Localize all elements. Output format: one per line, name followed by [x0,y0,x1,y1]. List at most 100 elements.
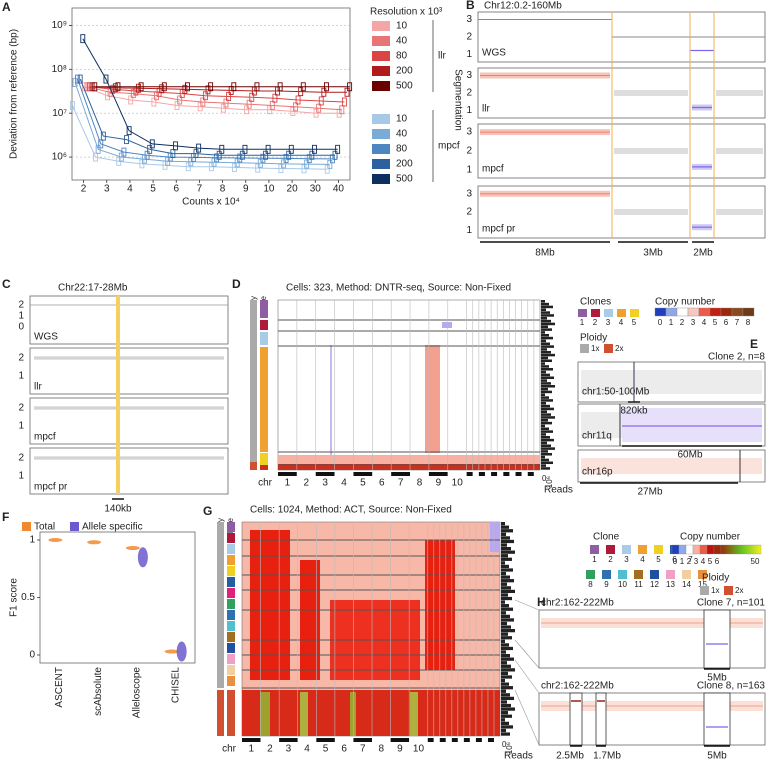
legend-swatch [698,570,707,579]
reads-bar [541,421,552,425]
legend-label: 3 [694,557,699,566]
box [103,74,109,84]
box [277,82,283,92]
box [309,150,315,160]
reads-bar [541,419,548,422]
box [226,92,232,101]
chr-band [491,472,498,476]
chr-band [533,472,540,476]
legend-swatch [606,545,615,554]
reads-tick: 10⁶ [545,476,554,488]
legend-label: 8 [746,318,751,327]
point [87,540,102,545]
chr-label: chr [258,478,273,489]
box [293,102,298,112]
chr-label: 9 [436,478,442,489]
chr-band [296,472,316,476]
y-tick-label: 2 [18,300,24,311]
reads-bar [541,300,545,303]
box [231,82,237,92]
box [306,154,312,164]
reads-bar [541,407,554,411]
legend-label: 1 [592,555,597,564]
y-tick-label: 0 [29,650,35,661]
chr-label: 5 [323,744,329,755]
legend-label: 40 [396,129,408,140]
amp [569,692,583,746]
reads-bar [501,593,508,597]
box [272,93,278,103]
reads-bar [541,348,547,351]
clone-bar [227,676,235,686]
legend-swatch [586,570,595,579]
reads-bar [541,322,555,326]
series-line [89,86,345,103]
legend-label: 8 [588,580,593,589]
series-line [79,78,335,156]
y-tick-label: 1 [18,311,24,322]
chr-label: 4 [341,478,347,489]
legend-label: 10 [618,580,627,589]
chr-label: 9 [397,744,403,755]
panel-letter: E [750,337,758,351]
box [347,82,353,92]
chr-band [521,472,528,476]
box [316,103,322,113]
box [283,153,289,163]
reads-bar [541,311,550,314]
x-tick-label: 30 [310,184,322,195]
box [278,164,284,173]
track-label: WGS [482,48,506,59]
reads-bar [501,646,513,651]
box [130,89,136,99]
track-label: WGS [34,332,58,343]
panel-letter: A [2,0,11,14]
reads-bar [541,382,551,385]
box [332,150,338,160]
chr-band [297,738,317,742]
legend-label: 4 [619,318,624,327]
legend-swatch [591,309,600,317]
clone-bar [227,555,235,565]
legend-label: 10 [396,114,408,125]
heatmap-block [300,692,308,736]
box [318,96,324,106]
reads-bar [541,356,548,360]
reads-bar [501,707,515,711]
heatmap-block [278,464,540,470]
reads-bar [541,393,545,397]
reads-bar [501,522,505,526]
reads [716,209,763,215]
scale-label: 2.5Mb [556,751,584,762]
y-tick-label: 1 [18,371,24,382]
legend-label: 5 [713,318,718,327]
legend-swatch [687,307,700,317]
clone-bar [260,453,268,465]
box [344,87,350,97]
reads-bar [541,410,547,414]
panel-letter: G [203,504,212,518]
legend-label: 4 [640,555,645,564]
legend-label: 12 [650,580,659,589]
y-tick-label: 3 [466,14,472,25]
y-tick-label: 10⁹ [52,20,67,31]
reads-bar [541,453,552,456]
reads-bar [541,368,553,371]
legend-title: Ploidy [580,333,607,344]
box [77,74,83,84]
reads-tick: 0 [542,474,547,483]
legend-swatch [731,307,744,317]
reads [716,148,763,154]
track-label: mpcf pr [482,224,516,235]
legend-swatch [372,159,390,169]
legend-label: 0 [673,557,678,566]
x-tick-label: CHISEL [170,667,181,704]
reads-bar [541,450,548,453]
panel-letter: F [2,510,9,524]
legend-label: 2 [608,555,613,564]
box [193,149,199,159]
legend-swatch [578,309,587,317]
legend-swatch [666,570,675,579]
box [151,97,157,107]
box [312,144,317,154]
